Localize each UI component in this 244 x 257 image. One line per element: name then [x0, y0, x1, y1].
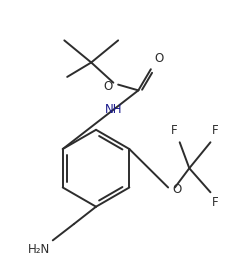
Text: F: F [212, 124, 219, 137]
Text: F: F [171, 124, 178, 137]
Text: H₂N: H₂N [28, 243, 50, 256]
Text: O: O [172, 183, 181, 196]
Text: NH: NH [105, 103, 123, 116]
Text: O: O [155, 52, 164, 65]
Text: O: O [103, 80, 112, 93]
Text: F: F [212, 196, 219, 209]
